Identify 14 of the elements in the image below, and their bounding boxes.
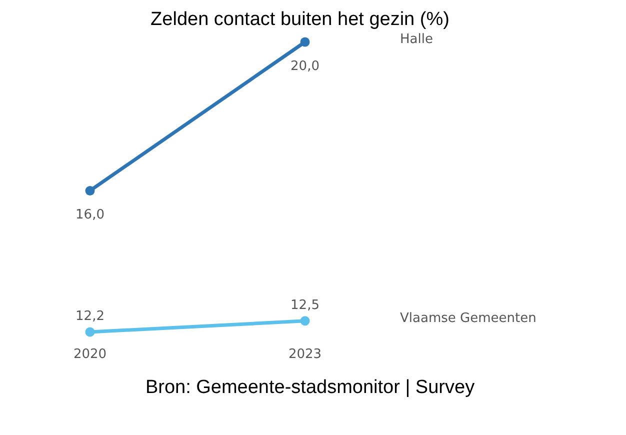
x-tick-label: 2023 <box>288 347 322 362</box>
data-label: 12,2 <box>76 309 104 324</box>
text: Bron: Gemeente-stadsmonitor | Survey <box>145 377 476 398</box>
point <box>300 37 310 47</box>
data-label: 20,0 <box>290 59 320 74</box>
point <box>85 327 95 337</box>
text: Vlaamse Gemeenten <box>400 310 536 326</box>
chart-title: Zelden contact buiten het gezin (%) <box>150 9 450 30</box>
data-label: 16,0 <box>76 208 104 223</box>
x-tick-label: 2020 <box>73 347 107 362</box>
data-label: 12,5 <box>290 298 320 313</box>
point <box>85 186 95 196</box>
point <box>300 316 310 326</box>
text: Halle <box>400 32 433 47</box>
